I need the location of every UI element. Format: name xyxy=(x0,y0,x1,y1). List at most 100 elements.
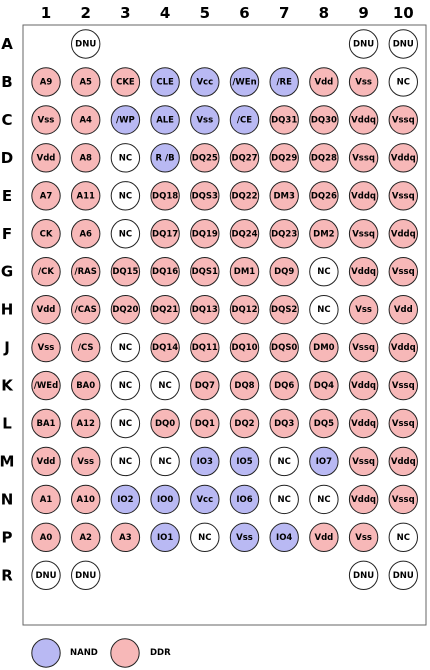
pin-circle xyxy=(388,219,418,249)
pin-J3: NC xyxy=(110,332,141,363)
pin-G6: DM1 xyxy=(229,257,260,287)
pin-G2: /RAS xyxy=(71,257,101,287)
pin-circle xyxy=(269,219,299,249)
pin-circle xyxy=(110,370,141,401)
pin-circle xyxy=(309,484,339,515)
pin-circle xyxy=(31,370,61,401)
pin-circle xyxy=(190,143,220,173)
pin-circle xyxy=(348,257,379,287)
pin-C7: DQ31 xyxy=(269,105,299,135)
pin-circle xyxy=(388,522,418,553)
pin-circle xyxy=(229,522,260,553)
pin-R1: DNU xyxy=(31,560,61,590)
pin-label: ALE xyxy=(156,115,174,125)
pin-circle xyxy=(110,446,141,477)
pin-circle xyxy=(31,484,61,515)
pin-F9: Vssq xyxy=(348,219,379,249)
pin-N5: Vcc xyxy=(190,484,220,515)
pin-circle xyxy=(150,219,180,249)
pin-J6: DQ10 xyxy=(229,332,260,363)
pin-F6: DQ24 xyxy=(229,219,260,249)
pin-E8: DQ26 xyxy=(309,181,339,211)
pin-C2: A4 xyxy=(71,105,101,135)
pin-F1: CK xyxy=(31,219,61,249)
pin-circle xyxy=(190,294,220,325)
pin-circle xyxy=(388,560,418,590)
pin-J9: Vssq xyxy=(348,332,379,363)
pin-circle xyxy=(348,181,379,211)
legend-label: DDR xyxy=(150,648,171,658)
pin-circle xyxy=(309,370,339,401)
pin-circle xyxy=(190,484,220,515)
pin-H3: DQ20 xyxy=(110,294,141,325)
pin-label: DQS3 xyxy=(192,191,218,201)
pin-circle xyxy=(31,332,61,363)
pin-circle xyxy=(229,484,260,515)
pin-D3: NC xyxy=(110,143,141,173)
pin-L2: A12 xyxy=(71,408,101,439)
pin-label: NC xyxy=(119,419,132,429)
pin-M10: Vddq xyxy=(388,446,418,477)
legend-label: NAND xyxy=(70,648,98,658)
pin-P8: Vdd xyxy=(309,522,339,553)
pin-label: A12 xyxy=(76,419,94,429)
pin-B3: CKE xyxy=(110,67,141,97)
pin-label: DNU xyxy=(353,571,374,581)
pin-circle xyxy=(309,181,339,211)
pin-J7: DQS0 xyxy=(269,332,299,363)
pin-circle xyxy=(31,446,61,477)
pin-P10: NC xyxy=(388,522,418,553)
pin-G1: /CK xyxy=(31,257,61,287)
column-header: 6 xyxy=(239,4,249,22)
pin-circle xyxy=(229,181,260,211)
pin-H6: DQ12 xyxy=(229,294,260,325)
pin-label: Vssq xyxy=(392,191,415,201)
pin-G4: DQ16 xyxy=(150,257,180,287)
pin-label: DQ23 xyxy=(271,229,297,239)
pin-label: DQ16 xyxy=(152,267,178,277)
pin-E7: DM3 xyxy=(269,181,299,211)
pin-label: DQ18 xyxy=(152,191,178,201)
pin-circle xyxy=(110,219,141,249)
pin-circle xyxy=(31,67,61,97)
pin-label: DQS2 xyxy=(271,305,297,315)
legend-swatch xyxy=(110,638,140,668)
pin-P1: A0 xyxy=(31,522,61,553)
pin-label: NC xyxy=(119,153,132,163)
pin-K8: DQ4 xyxy=(309,370,339,401)
pin-circle xyxy=(269,522,299,553)
pin-circle xyxy=(31,257,61,287)
pin-G8: NC xyxy=(309,257,339,287)
row-header: M xyxy=(0,452,14,470)
pin-H1: Vdd xyxy=(31,294,61,325)
pin-label: IO3 xyxy=(197,457,213,467)
pin-N1: A1 xyxy=(31,484,61,515)
pin-E5: DQS3 xyxy=(190,181,220,211)
pin-circle xyxy=(269,181,299,211)
pin-circle xyxy=(150,522,180,553)
pin-label: NC xyxy=(119,191,132,201)
pin-H2: /CAS xyxy=(71,294,101,325)
pin-P9: Vss xyxy=(348,522,379,553)
pin-L10: Vssq xyxy=(388,408,418,439)
pin-circle xyxy=(31,105,61,135)
row-header: L xyxy=(2,415,12,433)
pin-label: NC xyxy=(278,457,291,467)
pin-label: Vss xyxy=(77,457,94,467)
pin-label: Vssq xyxy=(392,419,415,429)
pin-label: DQ0 xyxy=(155,419,175,429)
pin-circle xyxy=(229,408,260,439)
pin-D6: DQ27 xyxy=(229,143,260,173)
pin-label: DNU xyxy=(353,40,374,50)
pin-circle xyxy=(269,257,299,287)
pin-label: NC xyxy=(198,533,211,543)
pin-P3: A3 xyxy=(110,522,141,553)
pin-label: Vdd xyxy=(37,305,56,315)
pin-circle xyxy=(348,446,379,477)
pin-G9: Vddq xyxy=(348,257,379,287)
pin-B8: Vdd xyxy=(309,67,339,97)
pin-circle xyxy=(269,143,299,173)
pin-B4: CLE xyxy=(150,67,180,97)
pin-circle xyxy=(309,294,339,325)
pin-label: IO5 xyxy=(236,457,252,467)
